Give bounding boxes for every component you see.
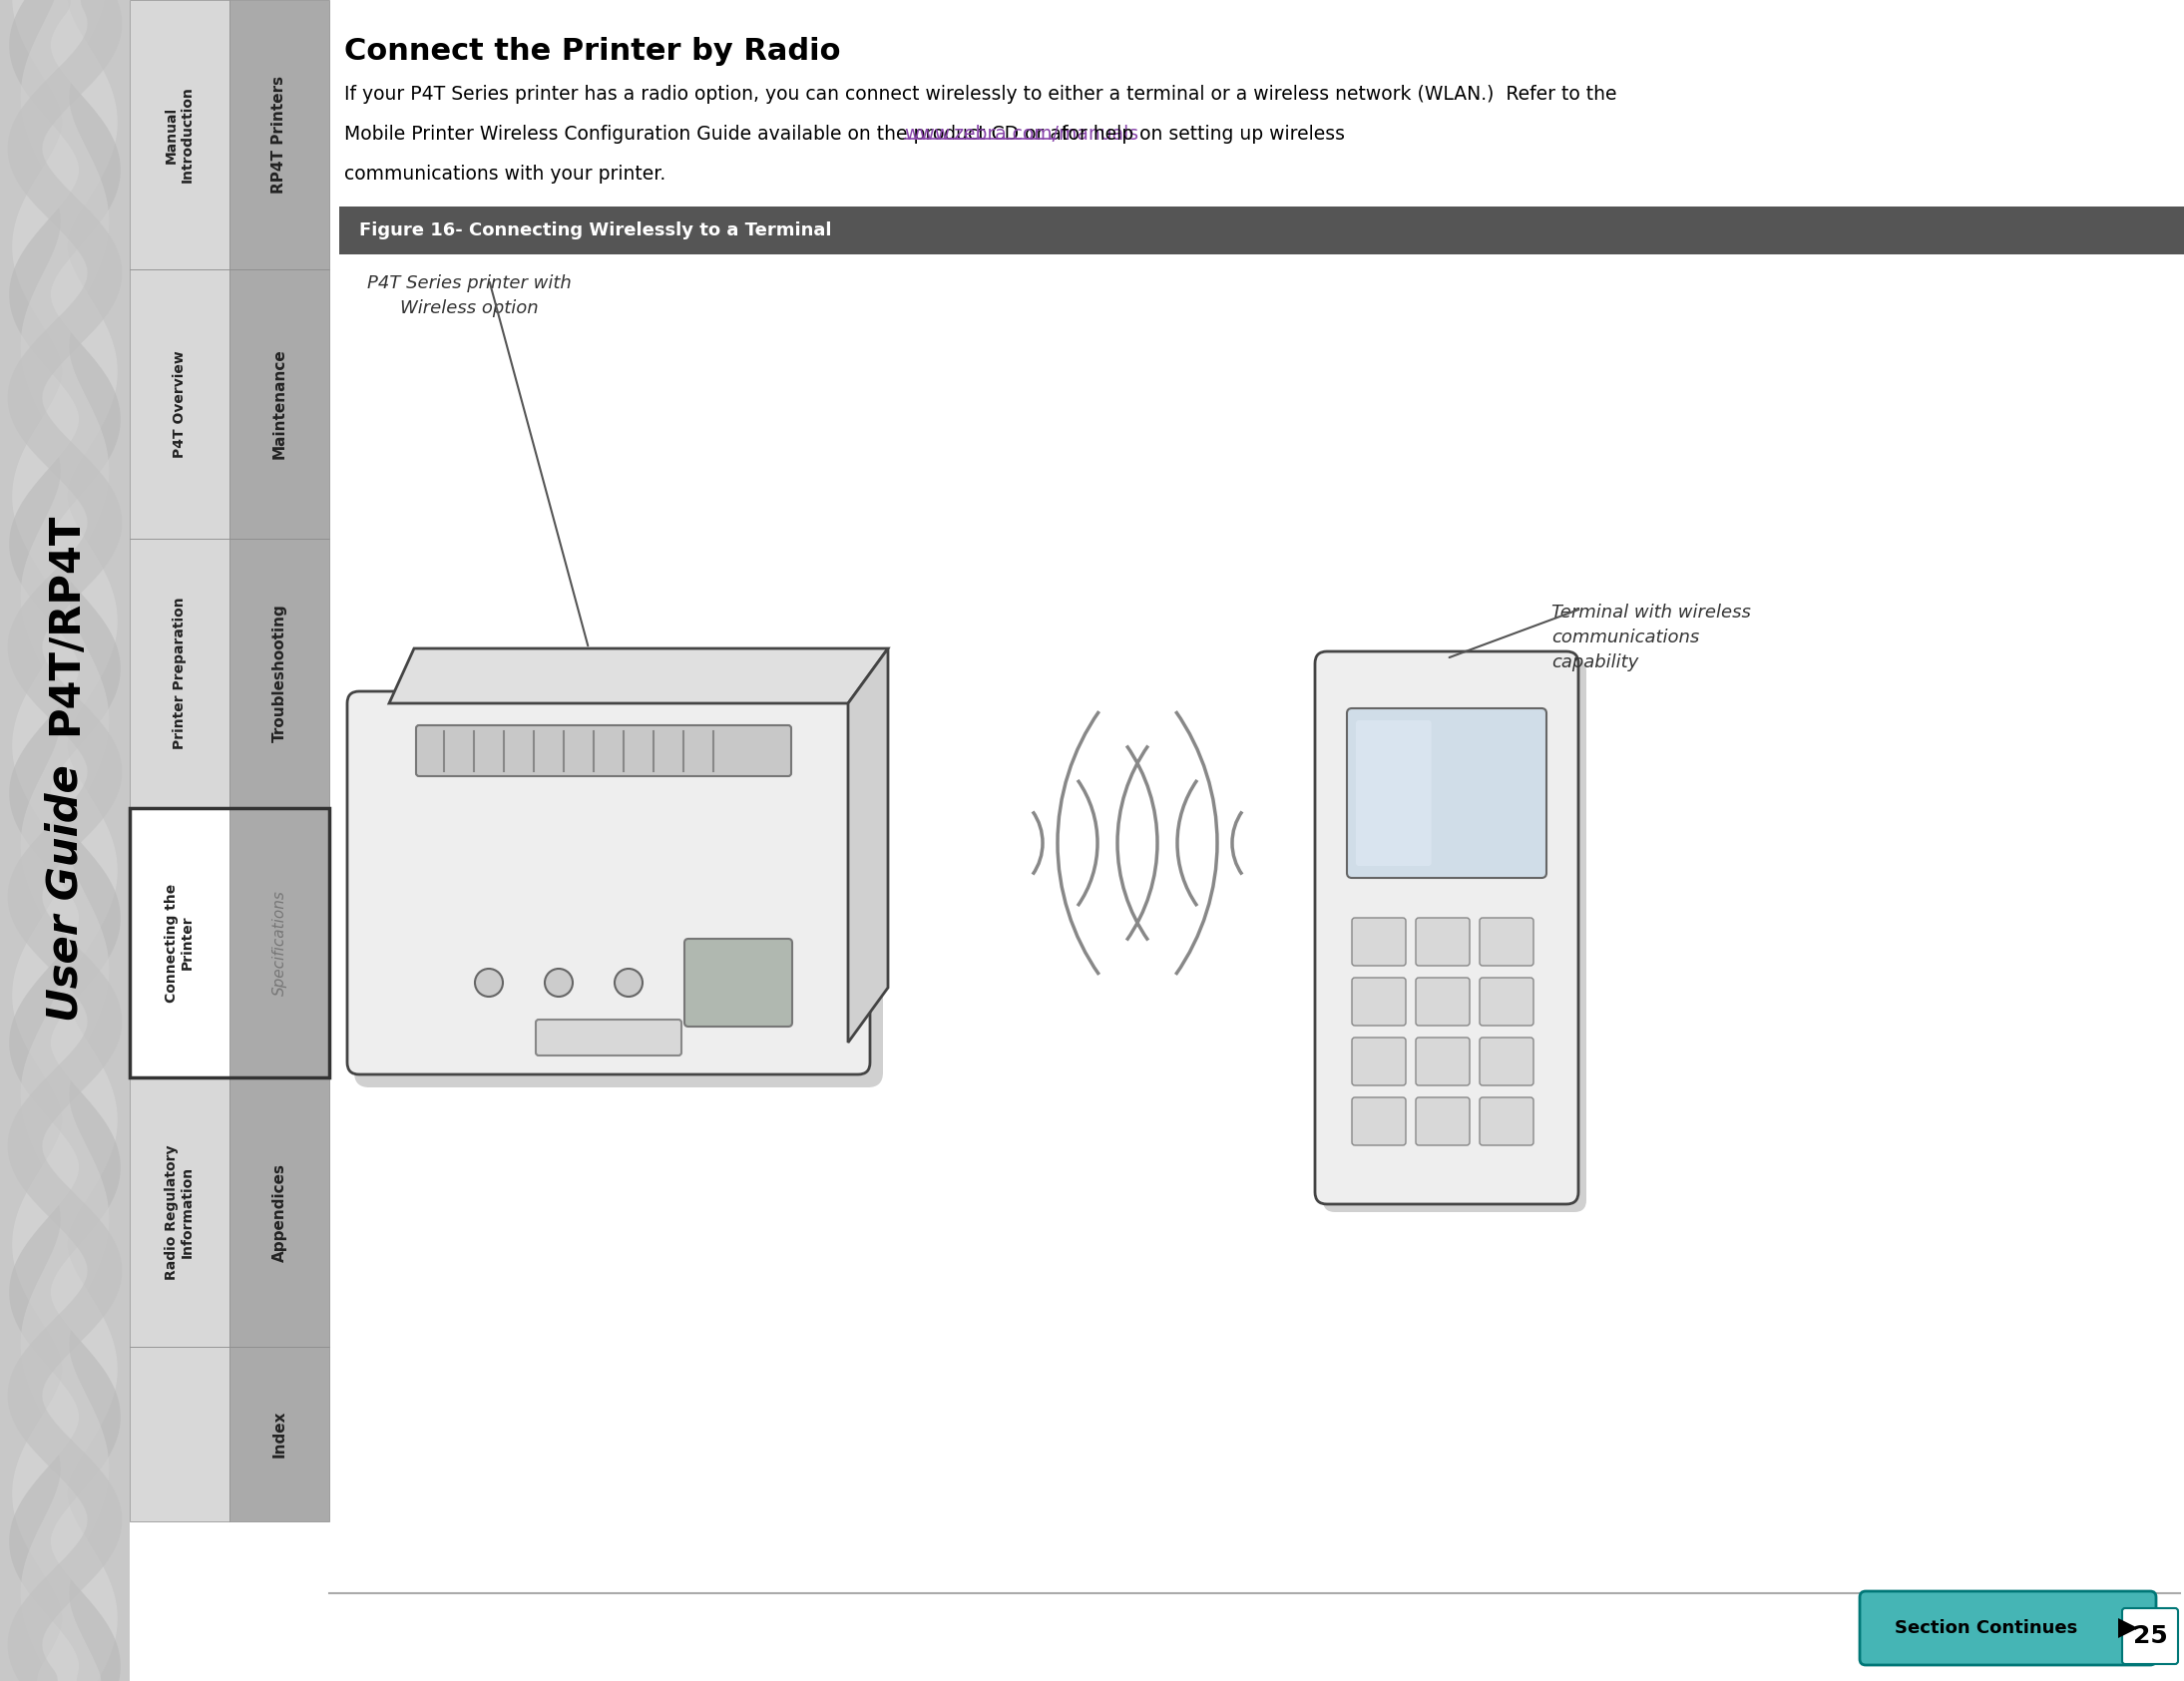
Text: communications with your printer.: communications with your printer. (345, 165, 666, 183)
Text: If your P4T Series printer has a radio option, you can connect wirelessly to eit: If your P4T Series printer has a radio o… (345, 84, 1616, 104)
Text: P4T Overview: P4T Overview (173, 350, 186, 457)
Circle shape (614, 968, 642, 997)
Bar (129, 538, 229, 809)
Text: Index: Index (271, 1410, 286, 1457)
FancyBboxPatch shape (1352, 1098, 1406, 1145)
Text: www.zebra.com/manuals: www.zebra.com/manuals (904, 124, 1140, 143)
Text: Troubleshooting: Troubleshooting (271, 603, 286, 743)
FancyBboxPatch shape (1352, 978, 1406, 1025)
Polygon shape (2118, 1619, 2138, 1637)
Bar (0, 0, 129, 1681)
Text: P4T/RP4T: P4T/RP4T (44, 513, 85, 735)
FancyBboxPatch shape (684, 938, 793, 1027)
FancyBboxPatch shape (354, 698, 882, 1088)
FancyBboxPatch shape (1415, 1037, 1470, 1086)
Text: for help on setting up wireless: for help on setting up wireless (1055, 124, 1345, 143)
Bar (339, 207, 2184, 254)
Text: Appendices: Appendices (271, 1163, 286, 1261)
FancyBboxPatch shape (1861, 1592, 2156, 1666)
Text: Terminal with wireless
communications
capability: Terminal with wireless communications ca… (1551, 603, 1752, 671)
FancyBboxPatch shape (1479, 918, 1533, 965)
Bar (129, 269, 229, 538)
Bar (229, 538, 330, 809)
Bar (129, 0, 229, 269)
Bar (229, 269, 330, 538)
Text: RP4T Printers: RP4T Printers (271, 76, 286, 193)
Bar (129, 809, 229, 1078)
Bar (229, 809, 330, 1078)
Bar (229, 1346, 330, 1521)
Polygon shape (389, 649, 889, 703)
Bar (129, 1346, 229, 1521)
FancyBboxPatch shape (535, 1020, 681, 1056)
Text: Section Continues: Section Continues (1894, 1619, 2077, 1637)
Text: Printer Preparation: Printer Preparation (173, 597, 186, 750)
Text: Radio Regulatory
Information: Radio Regulatory Information (164, 1145, 194, 1279)
FancyBboxPatch shape (1324, 659, 1586, 1212)
FancyBboxPatch shape (1479, 1098, 1533, 1145)
Bar (229, 1078, 330, 1346)
Text: Mobile Printer Wireless Configuration Guide available on the product CD or at: Mobile Printer Wireless Configuration Gu… (345, 124, 1075, 143)
Circle shape (474, 968, 502, 997)
FancyBboxPatch shape (1479, 1037, 1533, 1086)
Bar (129, 1078, 229, 1346)
Text: P4T Series printer with
Wireless option: P4T Series printer with Wireless option (367, 274, 570, 318)
Text: Figure 16- Connecting Wirelessly to a Terminal: Figure 16- Connecting Wirelessly to a Te… (358, 222, 832, 239)
FancyBboxPatch shape (1356, 719, 1431, 866)
FancyBboxPatch shape (347, 691, 869, 1074)
FancyBboxPatch shape (1415, 978, 1470, 1025)
FancyBboxPatch shape (2123, 1609, 2177, 1664)
Circle shape (544, 968, 572, 997)
FancyBboxPatch shape (1415, 918, 1470, 965)
FancyBboxPatch shape (1352, 1037, 1406, 1086)
FancyBboxPatch shape (1348, 708, 1546, 877)
FancyBboxPatch shape (1415, 1098, 1470, 1145)
Text: Maintenance: Maintenance (271, 348, 286, 459)
FancyBboxPatch shape (1315, 652, 1579, 1204)
Text: User Guide: User Guide (44, 765, 85, 1022)
Polygon shape (847, 649, 889, 1042)
Text: Connecting the
Printer: Connecting the Printer (164, 883, 194, 1002)
Text: Connect the Printer by Radio: Connect the Printer by Radio (345, 37, 841, 66)
FancyBboxPatch shape (1352, 918, 1406, 965)
FancyBboxPatch shape (415, 725, 791, 777)
Bar (129, 809, 330, 1078)
Text: 25: 25 (2134, 1624, 2167, 1647)
Text: Specifications: Specifications (271, 889, 286, 995)
FancyBboxPatch shape (1479, 978, 1533, 1025)
Bar (229, 0, 330, 269)
Text: Manual
Introduction: Manual Introduction (164, 86, 194, 183)
